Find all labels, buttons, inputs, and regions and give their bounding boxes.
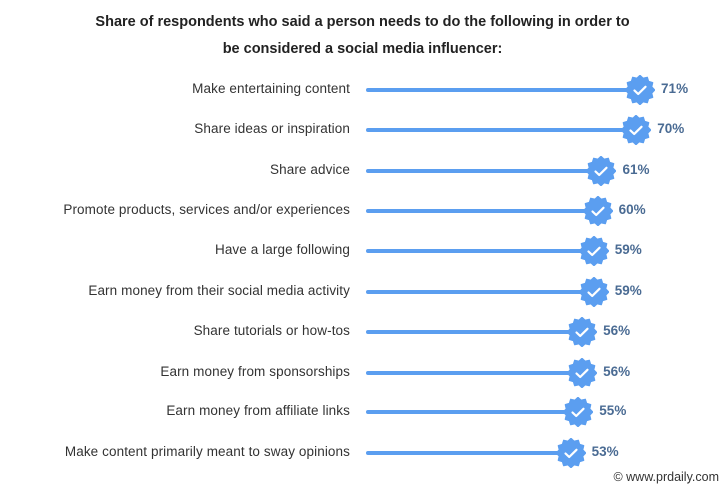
chart-row: Earn money from their social media activ…: [0, 277, 725, 307]
value-label: 56%: [603, 364, 631, 379]
verified-badge-icon: [578, 236, 609, 266]
value-bar: [366, 88, 641, 92]
value-bar: [366, 330, 583, 334]
value-label: 56%: [603, 323, 631, 338]
value-bar: [366, 209, 598, 213]
category-label: Make entertaining content: [192, 81, 350, 96]
verified-badge-icon: [563, 397, 594, 427]
verified-badge-icon: [578, 277, 609, 307]
category-label: Earn money from their social media activ…: [88, 283, 350, 298]
verified-badge-icon: [567, 358, 598, 388]
category-label: Share advice: [270, 162, 350, 177]
chart-row: Earn money from sponsorships 56%: [0, 358, 725, 388]
category-label: Have a large following: [214, 242, 350, 257]
category-label: Earn money from sponsorships: [160, 364, 350, 379]
value-label: 61%: [622, 162, 650, 177]
category-label: Promote products, services and/or experi…: [63, 202, 350, 217]
chart-title-line-1: Share of respondents who said a person n…: [95, 14, 630, 30]
category-label: Earn money from affiliate links: [166, 403, 350, 418]
category-label: Share ideas or inspiration: [194, 121, 350, 136]
chart-row: Share tutorials or how-tos 56%: [0, 317, 725, 347]
value-bar: [366, 169, 602, 173]
value-label: 59%: [614, 242, 642, 257]
value-bar: [366, 371, 583, 375]
chart-row: Have a large following 59%: [0, 236, 725, 266]
value-label: 70%: [657, 121, 685, 136]
verified-badge-icon: [621, 115, 652, 145]
value-label: 53%: [591, 444, 619, 459]
verified-badge-icon: [625, 75, 656, 105]
value-label: 55%: [599, 403, 627, 418]
value-bar: [366, 410, 579, 414]
source-credit: © www.prdaily.com: [613, 470, 719, 484]
chart-row: Make entertaining content 71%: [0, 75, 725, 105]
verified-badge-icon: [555, 438, 586, 468]
chart-title: Share of respondents who said a person n…: [0, 9, 725, 63]
chart-row: Share advice 61%: [0, 156, 725, 186]
chart-row: Share ideas or inspiration 70%: [0, 115, 725, 145]
category-label: Make content primarily meant to sway opi…: [64, 444, 350, 459]
chart-row: Promote products, services and/or experi…: [0, 196, 725, 226]
verified-badge-icon: [586, 156, 617, 186]
value-bar: [366, 290, 594, 294]
chart-row: Earn money from affiliate links 55%: [0, 397, 725, 427]
value-label: 71%: [661, 81, 689, 96]
value-label: 60%: [618, 202, 646, 217]
verified-badge-icon: [567, 317, 598, 347]
chart-title-line-2: be considered a social media influencer:: [222, 41, 503, 57]
chart-row: Make content primarily meant to sway opi…: [0, 438, 725, 468]
value-bar: [366, 451, 571, 455]
category-label: Share tutorials or how-tos: [193, 323, 350, 338]
value-label: 59%: [614, 283, 642, 298]
value-bar: [366, 128, 637, 132]
value-bar: [366, 249, 594, 253]
verified-badge-icon: [582, 196, 613, 226]
